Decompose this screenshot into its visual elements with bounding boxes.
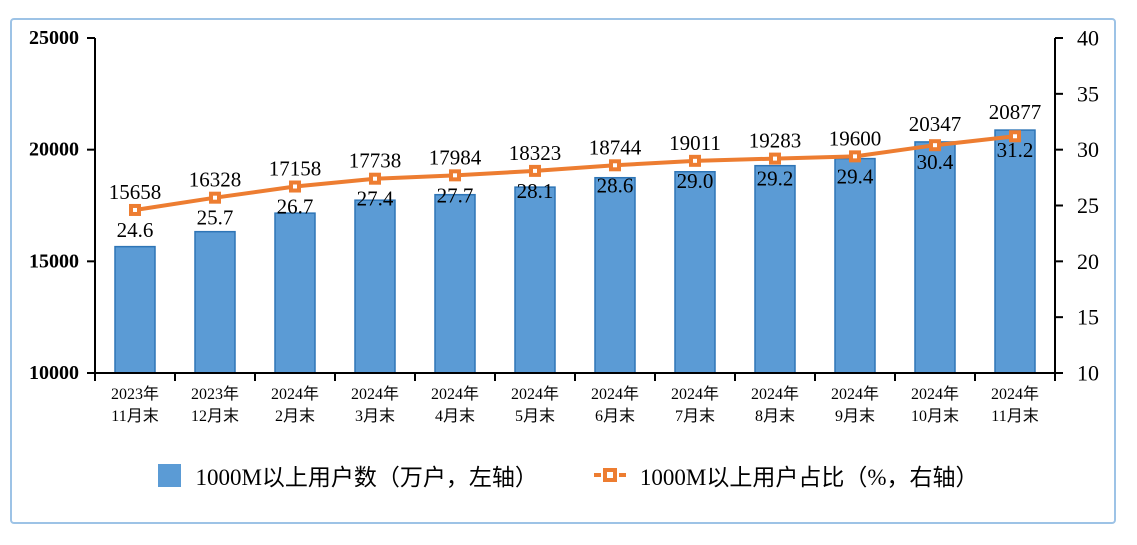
line-marker-center bbox=[613, 163, 617, 168]
bar-value-label: 19283 bbox=[749, 129, 802, 153]
bar-series-label: 1000M以上用户数（万户，左轴） bbox=[195, 465, 538, 490]
percent-value-label: 26.7 bbox=[277, 195, 314, 219]
left-axis-tick-label: 25000 bbox=[29, 27, 79, 49]
legend-item-bar-series: 1000M以上用户数（万户，左轴） bbox=[158, 458, 538, 492]
bar-value-label: 16328 bbox=[189, 168, 242, 192]
right-axis-tick-label: 10 bbox=[1077, 361, 1099, 386]
bar bbox=[754, 164, 796, 374]
bar-value-label: 15658 bbox=[109, 180, 162, 204]
bar-series-swatch-icon bbox=[158, 463, 182, 487]
bar bbox=[354, 199, 396, 374]
bar bbox=[674, 171, 716, 374]
x-axis-category-label: 2024年 8月末 bbox=[751, 385, 799, 425]
bar bbox=[114, 245, 156, 374]
left-axis-tick-label: 10000 bbox=[29, 362, 79, 384]
percent-value-label: 25.7 bbox=[197, 206, 234, 230]
bar-value-label: 19011 bbox=[669, 131, 721, 155]
line-marker-center bbox=[213, 195, 217, 200]
percent-value-label: 24.6 bbox=[117, 218, 154, 242]
bar bbox=[994, 129, 1036, 374]
bar-value-label: 17984 bbox=[429, 145, 482, 169]
bar-value-label: 18323 bbox=[509, 141, 562, 165]
left-axis-tick-label: 15000 bbox=[29, 250, 79, 272]
line-marker-center bbox=[293, 184, 297, 189]
percent-value-label: 29.4 bbox=[837, 164, 874, 188]
right-axis-tick-label: 40 bbox=[1077, 26, 1099, 51]
x-axis-category-label: 2023年 11月末 bbox=[111, 385, 159, 425]
bar bbox=[834, 157, 876, 374]
x-axis-category-label: 2024年 2月末 bbox=[271, 385, 319, 425]
line-marker-center bbox=[1013, 134, 1017, 139]
bar bbox=[434, 193, 476, 374]
x-axis-category-label: 2024年 5月末 bbox=[511, 385, 559, 425]
right-axis-tick-label: 35 bbox=[1077, 81, 1099, 106]
percent-value-label: 27.7 bbox=[437, 183, 474, 207]
line-series-swatch-icon bbox=[593, 468, 626, 482]
bar-value-label: 18744 bbox=[589, 135, 642, 159]
x-axis-category-label: 2024年 6月末 bbox=[591, 385, 639, 425]
percent-value-label: 29.2 bbox=[757, 167, 794, 191]
chart-legend: 1000M以上用户数（万户，左轴） 1000M以上用户占比（%，右轴） bbox=[0, 458, 1137, 492]
percentage-line bbox=[133, 134, 1017, 212]
line-marker-center bbox=[133, 207, 137, 212]
line-marker-center bbox=[773, 156, 777, 161]
bar bbox=[274, 212, 316, 374]
line-series-label: 1000M以上用户占比（%，右轴） bbox=[639, 465, 979, 490]
bar bbox=[514, 186, 556, 374]
line-marker-center bbox=[453, 173, 457, 178]
percent-value-label: 31.2 bbox=[997, 138, 1034, 162]
percent-value-label: 28.6 bbox=[597, 173, 634, 197]
x-axis-category-label: 2024年 9月末 bbox=[831, 385, 879, 425]
right-axis-tick-label: 15 bbox=[1077, 305, 1099, 330]
bar bbox=[594, 176, 636, 374]
line-marker-center bbox=[853, 154, 857, 159]
percent-value-label: 29.0 bbox=[677, 169, 714, 193]
x-axis-category-label: 2024年 3月末 bbox=[351, 385, 399, 425]
line-marker-center bbox=[373, 176, 377, 181]
line-marker-center bbox=[533, 168, 537, 173]
bar-value-label: 17158 bbox=[269, 157, 322, 181]
line-marker-center bbox=[933, 143, 937, 148]
bar-value-label: 20347 bbox=[909, 112, 962, 136]
legend-item-line-series: 1000M以上用户占比（%，右轴） bbox=[593, 458, 979, 492]
x-axis-category-label: 2024年 10月末 bbox=[911, 385, 959, 425]
line-marker-center bbox=[693, 158, 697, 163]
left-axis-tick-label: 20000 bbox=[29, 139, 79, 161]
right-axis-tick-label: 20 bbox=[1077, 249, 1099, 274]
bar-value-label: 19600 bbox=[829, 126, 882, 150]
right-axis-tick-label: 30 bbox=[1077, 137, 1099, 162]
percent-value-label: 28.1 bbox=[517, 179, 554, 203]
bar-value-label: 17738 bbox=[349, 149, 402, 173]
percent-value-label: 30.4 bbox=[917, 150, 954, 174]
bar-value-label: 20877 bbox=[989, 100, 1042, 124]
bar bbox=[194, 230, 236, 374]
percent-value-label: 27.4 bbox=[357, 187, 394, 211]
right-axis-tick-label: 25 bbox=[1077, 193, 1099, 218]
x-axis-category-label: 2023年 12月末 bbox=[191, 385, 239, 425]
x-axis-category-label: 2024年 4月末 bbox=[431, 385, 479, 425]
bar bbox=[914, 141, 956, 374]
x-axis-category-label: 2024年 7月末 bbox=[671, 385, 719, 425]
x-axis-category-label: 2024年 11月末 bbox=[991, 385, 1039, 425]
